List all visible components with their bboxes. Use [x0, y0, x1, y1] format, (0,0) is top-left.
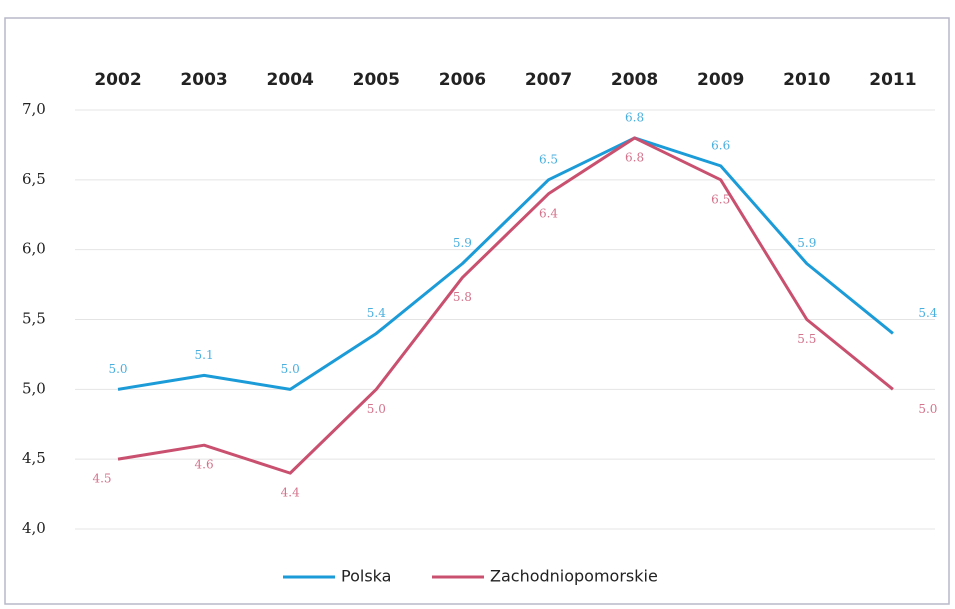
data-label: 6.5 [539, 152, 558, 166]
y-tick-label: 5,0 [22, 379, 46, 397]
x-tick-label: 2005 [353, 70, 400, 90]
data-label: 5.4 [367, 306, 386, 320]
data-label: 5.5 [797, 332, 816, 346]
x-tick-label: 2008 [611, 70, 658, 90]
x-tick-label: 2006 [439, 70, 486, 90]
y-tick-label: 6,5 [22, 170, 46, 188]
data-label: 5.0 [108, 362, 127, 376]
x-tick-label: 2002 [94, 70, 141, 90]
data-label: 6.8 [625, 110, 644, 124]
x-tick-label: 2007 [525, 70, 572, 90]
data-label: 5.4 [918, 306, 937, 320]
x-tick-label: 2003 [180, 70, 227, 90]
legend-label: Polska [341, 567, 391, 586]
data-label: 6.4 [539, 206, 558, 220]
x-tick-label: 2010 [783, 70, 830, 90]
y-tick-label: 6,0 [22, 240, 46, 258]
y-tick-label: 5,5 [22, 310, 46, 328]
data-label: 4.5 [92, 472, 111, 486]
x-tick-label: 2004 [267, 70, 314, 90]
data-label: 6.6 [711, 138, 730, 152]
x-tick-label: 2009 [697, 70, 744, 90]
data-label: 5.0 [918, 402, 937, 416]
data-label: 5.0 [281, 362, 300, 376]
x-tick-label: 2011 [869, 70, 916, 90]
data-label: 4.4 [281, 486, 300, 500]
data-label: 6.8 [625, 150, 644, 164]
y-tick-label: 7,0 [22, 100, 46, 118]
series-line [117, 136, 894, 475]
series-line [117, 136, 894, 391]
data-label: 6.5 [711, 192, 730, 206]
chart-frame [4, 17, 950, 605]
data-label: 4.6 [195, 458, 214, 472]
y-tick-label: 4,0 [22, 519, 46, 537]
legend-label: Zachodniopomorskie [490, 567, 658, 586]
data-label: 5.9 [453, 236, 472, 250]
data-label: 5.1 [195, 348, 214, 362]
data-label: 5.9 [797, 236, 816, 250]
data-label: 5.8 [453, 290, 472, 304]
data-label: 5.0 [367, 402, 386, 416]
y-tick-label: 4,5 [22, 449, 46, 467]
